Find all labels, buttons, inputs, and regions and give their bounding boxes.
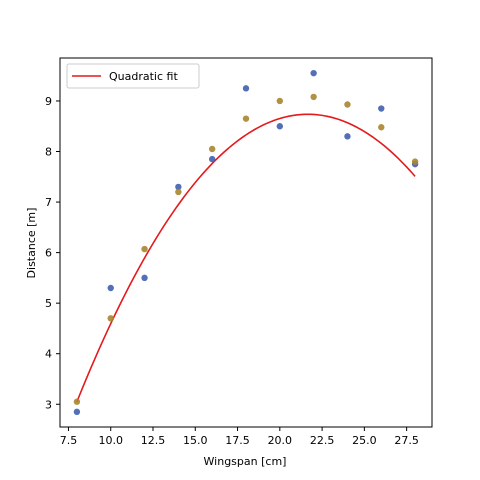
x-axis-title: Wingspan [cm]	[204, 455, 287, 468]
x-tick-label: 22.5	[310, 434, 335, 447]
legend-box	[66, 63, 200, 89]
x-tick-label: 20.0	[268, 434, 293, 447]
fitted-point	[175, 188, 182, 196]
fitted-point	[242, 115, 250, 122]
observed-point	[378, 105, 385, 112]
x-tick-label: 27.5	[394, 434, 419, 447]
x-tick-label: 25.0	[352, 434, 377, 447]
observed-point	[310, 69, 317, 77]
fitted-point	[378, 124, 385, 131]
x-tick-label: 17.5	[225, 434, 250, 447]
y-tick-label: 7	[45, 196, 52, 209]
legend: Quadratic fit	[66, 63, 200, 89]
y-tick-label: 3	[45, 398, 52, 411]
points-layer	[73, 69, 419, 416]
observed-point	[175, 183, 182, 191]
observed-point	[73, 408, 81, 416]
fitted-point	[411, 158, 419, 165]
fitted-point	[310, 93, 317, 101]
fitted-point	[344, 101, 351, 108]
x-tick-label: 15.0	[183, 434, 208, 447]
legend-label-quadratic-fit: Quadratic fit	[109, 70, 178, 83]
axes-layer	[59, 57, 433, 428]
y-tick-label: 5	[45, 297, 52, 310]
observed-point	[141, 274, 148, 282]
fitted-point	[107, 315, 114, 322]
x-tick-label: 7.5	[60, 434, 78, 447]
fitted-point	[141, 245, 148, 253]
ticks-layer: 7.5 10.0 12.5 15.0 17.5 20.0 22.5 25.0 27.5 3 4 5 6 7…	[45, 95, 419, 447]
observed-point	[242, 85, 250, 92]
y-tick-label: 9	[45, 95, 52, 108]
y-tick-label: 6	[45, 247, 52, 260]
x-tick-label: 10.0	[98, 434, 123, 447]
fitted-point	[208, 145, 216, 153]
observed-point	[276, 123, 284, 130]
y-tick-label: 8	[45, 146, 52, 159]
fitted-point	[73, 398, 81, 405]
fit-line-quadratic	[76, 113, 416, 403]
fit-layer	[76, 113, 416, 403]
y-tick-label: 4	[45, 348, 52, 361]
x-tick-label: 12.5	[141, 434, 166, 447]
axes-frame	[59, 57, 433, 428]
observed-point	[208, 155, 216, 163]
y-axis-title: Distance [m]	[25, 208, 38, 279]
observed-point	[344, 133, 351, 140]
fitted-point	[276, 97, 284, 105]
observed-point	[107, 284, 114, 292]
